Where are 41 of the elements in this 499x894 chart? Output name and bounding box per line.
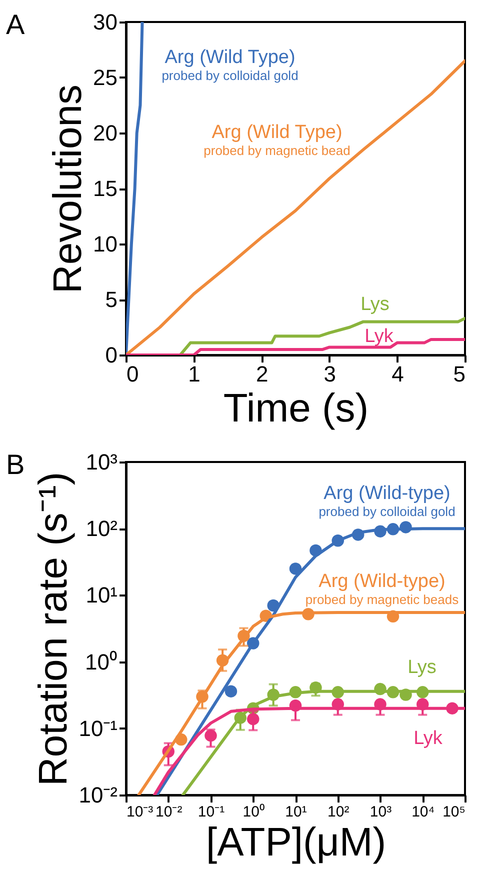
series-label: Lyk — [364, 326, 394, 347]
y-tick-label: 10 — [93, 232, 118, 256]
x-axis-title: [ATP](μM) — [206, 820, 386, 864]
series-label: Arg (Wild Type) probed by magnetic bead — [204, 122, 350, 158]
x-tick-label: 10³ — [370, 804, 392, 820]
x-tick-label: 10⁻² — [156, 804, 182, 820]
y-axis-title: Rotation rate (s⁻¹) — [32, 472, 76, 786]
y-tick-label: 25 — [93, 65, 118, 90]
y-tick-label: 10¹ — [86, 582, 118, 608]
x-tick-label: 10⁰ — [242, 804, 264, 820]
y-tick-label: 30 — [93, 10, 118, 34]
series-label: Arg (Wild-type) probed by colloidal gold — [318, 483, 456, 519]
y-tick-label: 10⁻¹ — [78, 716, 118, 741]
x-tick-label: 2 — [256, 362, 268, 386]
y-tick-label: 15 — [93, 176, 118, 201]
chart-title: B — [6, 449, 25, 480]
x-tick-label: 0 — [126, 362, 139, 386]
y-tick-label: 0 — [105, 342, 118, 368]
y-tick-label: 10² — [86, 516, 118, 542]
series-label: Lyk — [414, 728, 443, 749]
series-label: Arg (Wild Type) probed by colloidal gold — [162, 47, 298, 83]
x-tick-label: 1 — [188, 362, 200, 386]
x-tick-label: 10⁻³ — [126, 804, 154, 820]
series-label: Lys — [408, 657, 436, 678]
y-tick-label: 20 — [93, 120, 118, 146]
series-label: Arg (Wild-type) probed by magnetic beads — [305, 571, 460, 607]
x-tick-label: 10⁻¹ — [198, 804, 225, 820]
y-tick-label: 10⁰ — [85, 649, 118, 674]
x-tick-label: 3 — [324, 362, 336, 386]
y-axis-title: Revolutions — [46, 84, 90, 294]
y-tick-label: 10³ — [86, 450, 118, 474]
series-label: Lys — [360, 294, 390, 315]
x-tick-label: 10¹ — [285, 804, 307, 820]
x-tick-label: 4 — [392, 362, 404, 386]
x-tick-label: 5 — [453, 362, 466, 386]
x-tick-label: 10⁵ — [442, 804, 466, 820]
x-tick-label: 10² — [328, 804, 350, 820]
y-tick-label: 5 — [105, 287, 118, 312]
chart-title: A — [6, 9, 25, 40]
x-axis-title: Time (s) — [223, 386, 369, 430]
x-tick-label: 10⁴ — [412, 804, 435, 820]
